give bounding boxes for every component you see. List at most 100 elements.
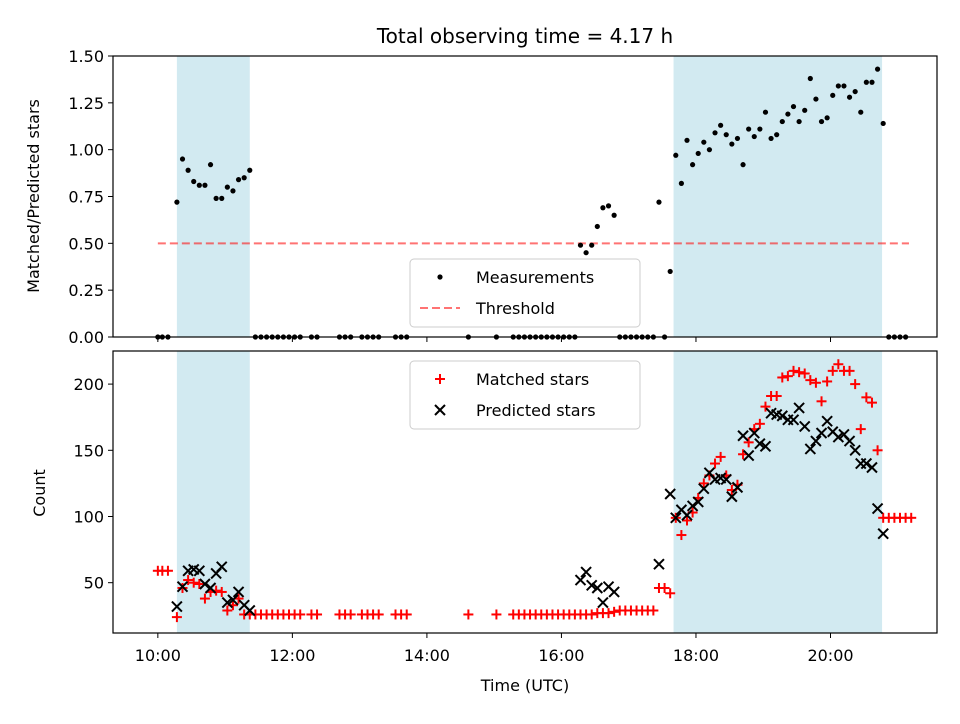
predicted-star-marker [860, 457, 873, 470]
matched-star-marker [188, 577, 199, 588]
matched-star-marker [665, 588, 676, 599]
predicted-star-marker [742, 449, 755, 462]
matched-star-marker [782, 371, 793, 382]
matched-star-marker [194, 579, 205, 590]
measurement-point [813, 96, 819, 102]
predicted-star-marker [176, 580, 189, 593]
measurement-point [219, 195, 225, 201]
legend-label: Threshold [475, 299, 555, 318]
y-tick-label: 100 [73, 507, 104, 526]
x-tick-label: 18:00 [673, 646, 719, 665]
measurement-point [818, 118, 825, 125]
predicted-star-marker [597, 596, 609, 609]
y-tick-label: 0.75 [68, 188, 104, 207]
measurement-point [196, 182, 202, 188]
predicted-star-marker [726, 490, 738, 503]
measurement-point [723, 132, 729, 138]
predicted-star-marker [849, 444, 861, 457]
measurement-point [830, 92, 836, 98]
measurement-point [594, 223, 600, 230]
predicted-star-marker [580, 566, 592, 578]
measurement-point [185, 167, 191, 173]
measurement-point [583, 250, 589, 256]
predicted-star-marker [244, 604, 256, 617]
predicted-star-marker [720, 473, 732, 486]
matched-star-marker [754, 418, 765, 429]
predicted-star-marker [653, 558, 665, 570]
shaded-interval [176, 56, 250, 337]
measurement-point [695, 150, 701, 157]
x-tick-label: 14:00 [404, 646, 450, 665]
measurement-point [779, 118, 785, 125]
predicted-star-marker [815, 427, 828, 439]
measurement-point [701, 139, 707, 145]
matched-star-marker [827, 365, 838, 376]
x-tick-label: 20:00 [807, 646, 853, 665]
matched-star-marker [373, 609, 384, 620]
legend-box [409, 258, 641, 328]
predicted-star-marker [799, 420, 811, 433]
bottom-panel-counts: 50 100 150 200 10:00 12:00 14:00 16:00 18:00 20:0… [73, 350, 938, 665]
measurement-point [796, 118, 802, 125]
measurement-point [824, 115, 830, 121]
predicted-star-marker [204, 582, 217, 594]
measurement-point [213, 195, 219, 201]
measurement-point [841, 83, 847, 89]
measurement-point [790, 103, 797, 110]
measurement-point [673, 152, 679, 158]
y-tick-label: 200 [73, 375, 104, 394]
predicted-star-marker [759, 440, 772, 453]
measurement-point [611, 212, 617, 218]
predicted-star-marker [787, 414, 800, 426]
measurement-point [734, 135, 741, 142]
predicted-star-marker [216, 561, 228, 573]
x-axis-label: Time (UTC) [480, 676, 569, 695]
measurement-point [712, 130, 718, 136]
measurement-point [207, 162, 214, 168]
measurement-point [230, 188, 236, 194]
predicted-star-marker [193, 565, 206, 577]
measurement-point [846, 94, 853, 100]
predicted-star-marker [754, 437, 766, 450]
matched-star-marker [295, 609, 306, 620]
matched-star-marker [698, 478, 709, 489]
predicted-star-marker [804, 443, 817, 455]
measurement-point [667, 268, 673, 275]
matched-star-marker [872, 445, 883, 456]
matched-star-marker [710, 458, 721, 469]
matched-star-marker [861, 392, 872, 403]
shaded-interval [673, 56, 883, 337]
matched-star-marker [401, 609, 412, 620]
predicted-star-marker [698, 482, 710, 495]
y-tick-label: 0.00 [68, 328, 104, 347]
measurement-point [863, 79, 869, 85]
matched-star-marker [805, 375, 816, 386]
predicted-star-marker [221, 596, 234, 609]
predicted-star-marker [585, 579, 598, 592]
y-tick-label: 50 [84, 574, 104, 593]
measurement-point [802, 107, 808, 113]
y-tick-label: 0.50 [68, 234, 104, 253]
measurement-point [729, 141, 735, 147]
shaded-interval [673, 351, 883, 633]
predicted-star-marker [670, 512, 682, 524]
matched-star-marker [777, 372, 788, 383]
measurement-point [751, 133, 757, 140]
matched-star-marker [822, 376, 833, 387]
y-tick-label: 1.50 [68, 47, 104, 66]
legend: Matched stars Predicted stars [409, 360, 641, 430]
predicted-star-marker [574, 574, 587, 586]
measurement-point [768, 135, 774, 142]
legend-marker-dot [437, 274, 443, 280]
matched-star-marker [199, 593, 210, 604]
predicted-star-marker [832, 431, 845, 443]
predicted-star-marker [776, 410, 788, 422]
matched-star-marker [491, 609, 502, 620]
measurement-point [858, 109, 864, 115]
predicted-star-marker [686, 500, 699, 512]
legend: Measurements Threshold [409, 258, 641, 328]
measurement-point [191, 178, 197, 185]
matched-star-marker [833, 359, 844, 370]
predicted-star-marker [608, 586, 620, 598]
predicted-star-marker [227, 594, 239, 606]
